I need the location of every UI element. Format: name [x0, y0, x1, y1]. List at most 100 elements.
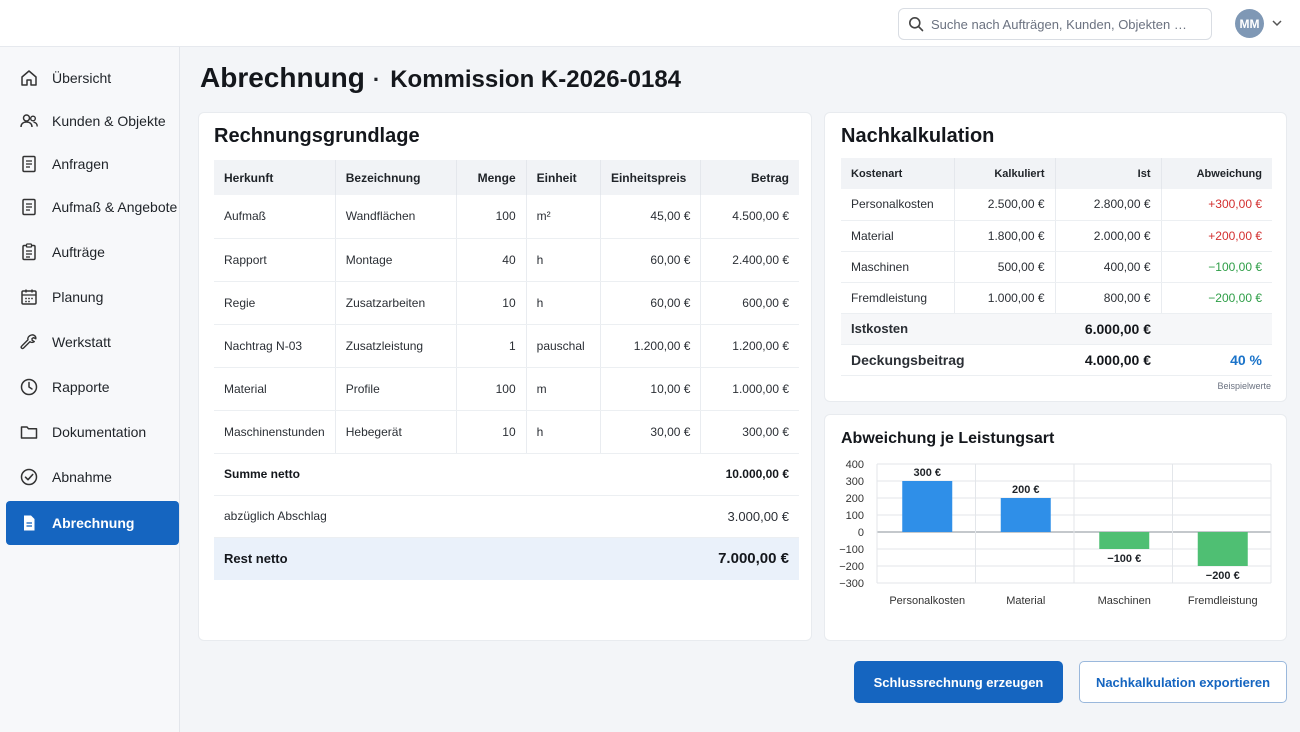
- invoice-icon: [24, 515, 35, 531]
- column-header: Kalkuliert: [954, 158, 1056, 189]
- y-tick-label: 0: [858, 527, 864, 539]
- cell-einheit: m²: [526, 195, 601, 239]
- cell-einheit: h: [526, 238, 601, 282]
- abschlag-row: abzüglich Abschlag 3.000,00 €: [214, 495, 799, 538]
- folder-icon: [20, 425, 38, 439]
- sidebar-item-rapporte[interactable]: Rapporte: [6, 365, 179, 408]
- search-box[interactable]: [898, 8, 1212, 40]
- sidebar-item-label: Kunden & Objekte: [52, 112, 166, 129]
- table-row[interactable]: Personalkosten 2.500,00 € 2.800,00 € +30…: [841, 189, 1272, 221]
- deckungsbeitrag-value: 4.000,00 €: [1055, 344, 1161, 376]
- cell-kostenart: Fremdleistung: [841, 282, 955, 314]
- table-row[interactable]: Material 1.800,00 € 2.000,00 € +200,00 €: [841, 220, 1272, 252]
- cell-betrag: 300,00 €: [700, 410, 799, 454]
- cell-bezeichnung: Hebegerät: [335, 410, 458, 454]
- cell-bezeichnung: Montage: [335, 238, 458, 282]
- sidebar-item-kunden[interactable]: Kunden & Objekte: [6, 99, 179, 142]
- table-row[interactable]: Maschinenstunden Hebegerät 10 h 30,00 € …: [214, 410, 799, 454]
- sidebar-item-uebersicht[interactable]: Übersicht: [6, 56, 179, 99]
- sidebar-item-label: Anfragen: [52, 155, 109, 172]
- page-title-main: Abrechnung: [200, 62, 365, 93]
- sidebar-item-auftraege[interactable]: Aufträge: [6, 230, 179, 273]
- rechnungsgrundlage-card: Rechnungsgrundlage Herkunft Bezeichnung …: [198, 112, 812, 641]
- sidebar-item-label: Rapporte: [52, 378, 110, 395]
- column-header: Herkunft: [214, 160, 336, 195]
- chevron-down-icon[interactable]: [1271, 17, 1283, 29]
- cell-einheit: m: [526, 367, 601, 411]
- x-tick-label: Fremdleistung: [1188, 595, 1258, 607]
- column-header: Menge: [456, 160, 527, 195]
- cell-bezeichnung: Zusatzarbeiten: [335, 281, 458, 325]
- nachkalkulation-exportieren-button[interactable]: Nachkalkulation exportieren: [1079, 661, 1287, 703]
- cell-ist: 2.000,00 €: [1055, 220, 1162, 252]
- sidebar-item-abnahme[interactable]: Abnahme: [6, 455, 179, 498]
- summe-netto-label: Summe netto: [214, 453, 527, 496]
- sample-values-note: Beispielwerte: [1217, 381, 1271, 391]
- sidebar-item-aufmass[interactable]: Aufmaß & Angebote: [6, 185, 179, 228]
- cell-einheit: h: [526, 410, 601, 454]
- summe-netto-row: Summe netto 10.000,00 €: [214, 453, 799, 496]
- table-row[interactable]: Regie Zusatzarbeiten 10 h 60,00 € 600,00…: [214, 281, 799, 325]
- y-tick-label: 400: [846, 459, 864, 471]
- column-header: Ist: [1055, 158, 1162, 189]
- table-row[interactable]: Fremdleistung 1.000,00 € 800,00 € −200,0…: [841, 282, 1272, 314]
- cell-einheitspreis: 1.200,00 €: [600, 324, 702, 368]
- cell-ist: 400,00 €: [1055, 251, 1162, 283]
- cell-herkunft: Rapport: [214, 238, 336, 282]
- abschlag-label: abzüglich Abschlag: [214, 495, 527, 538]
- rest-netto-label: Rest netto: [214, 537, 527, 580]
- cell-ist: 2.800,00 €: [1055, 189, 1162, 221]
- sidebar-item-planung[interactable]: Planung: [6, 275, 179, 318]
- table-header-row: Herkunft Bezeichnung Menge Einheit Einhe…: [214, 160, 799, 195]
- bar: [902, 481, 953, 532]
- sidebar-item-label: Aufmaß & Angebote: [52, 198, 178, 215]
- cell-betrag: 2.400,00 €: [700, 238, 799, 282]
- y-tick-label: 100: [846, 510, 864, 522]
- cell-abweichung: −200,00 €: [1161, 282, 1272, 314]
- cell-abweichung: +300,00 €: [1161, 189, 1272, 221]
- avatar[interactable]: MM: [1235, 9, 1264, 38]
- cell-betrag: 1.000,00 €: [700, 367, 799, 411]
- cell-einheit: h: [526, 281, 601, 325]
- deckungsbeitrag-percent: 40 %: [1161, 344, 1272, 376]
- table-row[interactable]: Nachtrag N-03 Zusatzleistung 1 pauschal …: [214, 324, 799, 368]
- cell-abweichung: +200,00 €: [1161, 220, 1272, 252]
- search-input[interactable]: [931, 16, 1201, 32]
- cell-bezeichnung: Profile: [335, 367, 458, 411]
- y-tick-label: −200: [839, 561, 864, 573]
- summe-netto-value: 10.000,00 €: [526, 453, 799, 496]
- sidebar-item-dokumentation[interactable]: Dokumentation: [6, 410, 179, 453]
- y-tick-label: 200: [846, 493, 864, 505]
- sidebar-item-anfragen[interactable]: Anfragen: [6, 142, 179, 185]
- bar: [1197, 532, 1248, 566]
- clock-icon: [20, 378, 38, 395]
- cell-menge: 10: [456, 410, 527, 454]
- sidebar-item-label: Übersicht: [52, 69, 112, 86]
- sidebar-item-label: Dokumentation: [52, 423, 147, 440]
- cell-einheitspreis: 10,00 €: [600, 367, 702, 411]
- x-tick-label: Maschinen: [1098, 595, 1151, 607]
- cell-bezeichnung: Wandflächen: [335, 195, 458, 239]
- rechnungsgrundlage-table: Herkunft Bezeichnung Menge Einheit Einhe…: [214, 160, 799, 580]
- cell-betrag: 1.200,00 €: [700, 324, 799, 368]
- document-icon: [22, 198, 36, 215]
- home-icon: [21, 69, 37, 86]
- cell-einheitspreis: 45,00 €: [600, 195, 702, 239]
- cell-kalkuliert: 500,00 €: [954, 251, 1056, 283]
- sidebar-item-label: Planung: [52, 288, 104, 305]
- cell-herkunft: Aufmaß: [214, 195, 336, 239]
- rest-netto-row: Rest netto 7.000,00 €: [214, 537, 799, 580]
- table-row[interactable]: Aufmaß Wandflächen 100 m² 45,00 € 4.500,…: [214, 195, 799, 239]
- sidebar-item-label: Abnahme: [52, 468, 112, 485]
- table-row[interactable]: Maschinen 500,00 € 400,00 € −100,00 €: [841, 251, 1272, 283]
- schlussrechnung-erzeugen-button[interactable]: Schlussrechnung erzeugen: [854, 661, 1063, 703]
- istkosten-row: Istkosten 6.000,00 €: [841, 313, 1272, 345]
- table-row[interactable]: Material Profile 100 m 10,00 € 1.000,00 …: [214, 367, 799, 411]
- sidebar-item-werkstatt[interactable]: Werkstatt: [6, 320, 179, 363]
- data-label: 300 €: [913, 467, 941, 479]
- chart-title: Abweichung je Leistungsart: [841, 430, 1055, 447]
- table-header-row: Kostenart Kalkuliert Ist Abweichung: [841, 158, 1272, 189]
- sidebar-item-abrechnung[interactable]: Abrechnung: [6, 501, 179, 545]
- sidebar-item-label: Werkstatt: [52, 333, 111, 350]
- table-row[interactable]: Rapport Montage 40 h 60,00 € 2.400,00 €: [214, 238, 799, 282]
